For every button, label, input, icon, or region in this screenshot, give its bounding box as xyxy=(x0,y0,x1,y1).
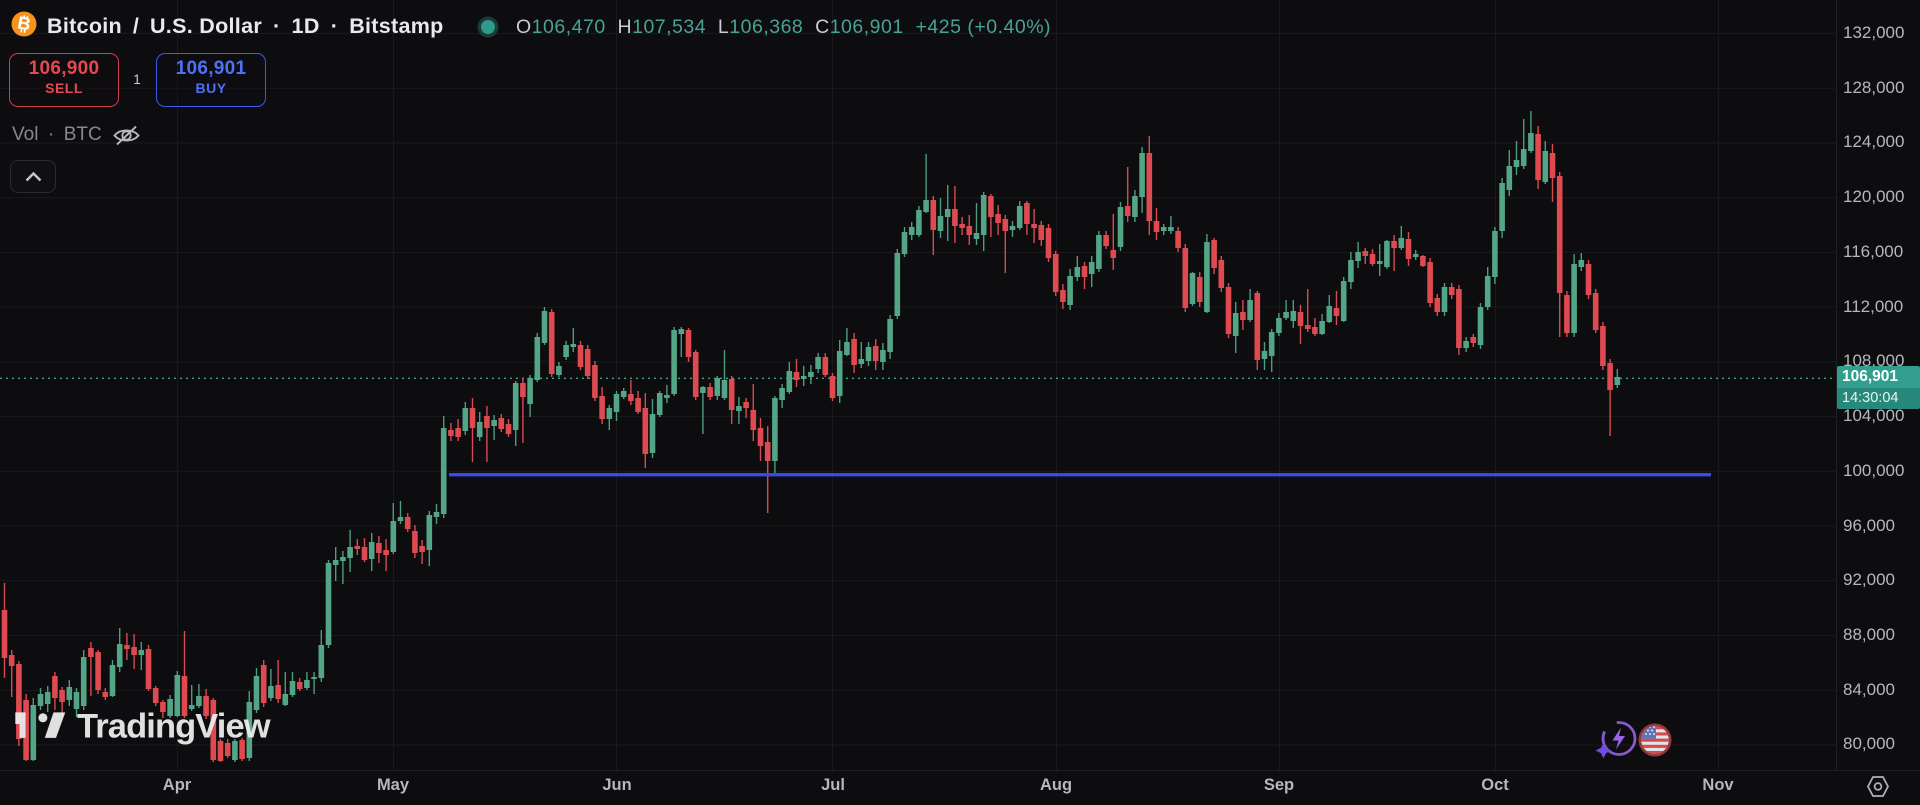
svg-text:TradingView: TradingView xyxy=(77,708,271,746)
svg-text:B: B xyxy=(16,12,33,34)
